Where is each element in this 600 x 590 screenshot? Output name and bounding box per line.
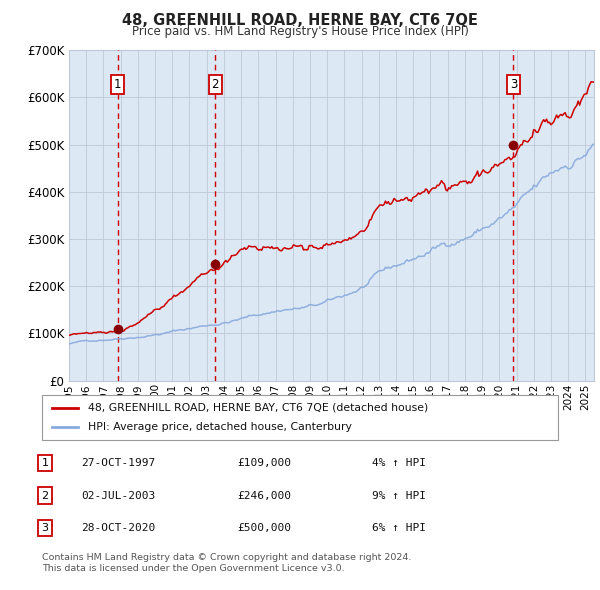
Text: 28-OCT-2020: 28-OCT-2020 [81, 523, 155, 533]
Text: 1: 1 [114, 78, 121, 91]
Text: 2: 2 [212, 78, 219, 91]
Text: 9% ↑ HPI: 9% ↑ HPI [372, 491, 426, 500]
Text: 1: 1 [41, 458, 49, 468]
Text: 3: 3 [41, 523, 49, 533]
Text: £246,000: £246,000 [237, 491, 291, 500]
Text: £500,000: £500,000 [237, 523, 291, 533]
Text: 4% ↑ HPI: 4% ↑ HPI [372, 458, 426, 468]
Text: £109,000: £109,000 [237, 458, 291, 468]
Text: HPI: Average price, detached house, Canterbury: HPI: Average price, detached house, Cant… [88, 422, 352, 432]
Text: 27-OCT-1997: 27-OCT-1997 [81, 458, 155, 468]
Text: Price paid vs. HM Land Registry's House Price Index (HPI): Price paid vs. HM Land Registry's House … [131, 25, 469, 38]
Text: 6% ↑ HPI: 6% ↑ HPI [372, 523, 426, 533]
FancyBboxPatch shape [42, 395, 558, 440]
Text: 02-JUL-2003: 02-JUL-2003 [81, 491, 155, 500]
Text: 3: 3 [510, 78, 517, 91]
Text: 2: 2 [41, 491, 49, 500]
Text: Contains HM Land Registry data © Crown copyright and database right 2024.: Contains HM Land Registry data © Crown c… [42, 553, 412, 562]
Text: 48, GREENHILL ROAD, HERNE BAY, CT6 7QE: 48, GREENHILL ROAD, HERNE BAY, CT6 7QE [122, 13, 478, 28]
Text: This data is licensed under the Open Government Licence v3.0.: This data is licensed under the Open Gov… [42, 565, 344, 573]
Text: 48, GREENHILL ROAD, HERNE BAY, CT6 7QE (detached house): 48, GREENHILL ROAD, HERNE BAY, CT6 7QE (… [88, 403, 428, 412]
